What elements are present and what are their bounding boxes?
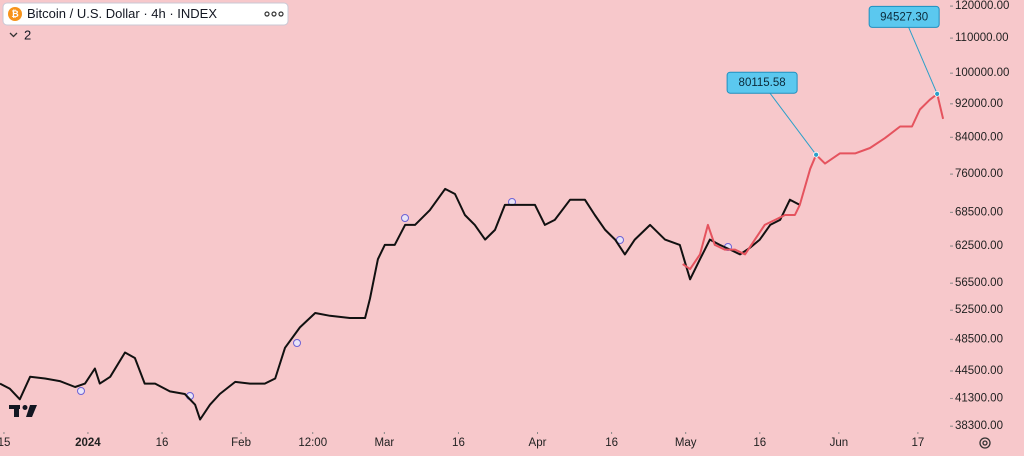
y-tick-label: 41300.00 (955, 392, 1003, 404)
y-tick-label: 56500.00 (955, 277, 1003, 289)
callout-label: 80115.58 (739, 77, 786, 89)
x-tick-label: 16 (156, 437, 169, 449)
tradingview-logo (9, 405, 37, 417)
y-tick-label: 62500.00 (955, 240, 1003, 252)
price-line (682, 93, 945, 271)
price-line (0, 187, 801, 421)
y-tick-label: 38300.00 (955, 420, 1003, 432)
x-tick-label: 16 (753, 437, 766, 449)
y-tick-label: 100000.00 (955, 67, 1009, 79)
bitcoin-icon (8, 7, 22, 21)
callout-label: 94527.30 (880, 11, 928, 23)
settings-icon[interactable] (979, 437, 991, 449)
event-markers (77, 198, 732, 400)
x-tick-label: Apr (529, 437, 547, 449)
x-tick-label: 16 (452, 437, 465, 449)
y-tick-label: 110000.00 (955, 32, 1009, 44)
y-tick-label: 76000.00 (955, 168, 1003, 180)
x-tick-label: May (675, 437, 697, 449)
x-tick-label: 12:00 (298, 437, 327, 449)
x-tick-label: 17 (911, 437, 924, 449)
chart-title: Bitcoin / U.S. Dollar · 4h · INDEX (27, 6, 217, 21)
more-button[interactable] (264, 11, 284, 17)
y-tick-label: 92000.00 (955, 98, 1003, 110)
x-tick-label: Feb (231, 437, 251, 449)
callout-line (761, 82, 817, 156)
bitcoin-glyph: ₿ (11, 9, 18, 19)
x-tick-label: 15 (0, 437, 10, 449)
y-tick-label: 84000.00 (955, 131, 1003, 143)
callout-box (726, 71, 798, 94)
y-tick-label: 48500.00 (955, 333, 1003, 345)
y-tick-label: 52500.00 (955, 304, 1003, 316)
x-tick-label: Mar (374, 437, 394, 449)
callout-point (813, 151, 820, 158)
x-tick-label: 2024 (75, 437, 101, 449)
indicator-count: 2 (24, 27, 31, 42)
legend-box (2, 2, 289, 26)
callout-box (868, 5, 940, 28)
x-tick-label: Jun (830, 437, 849, 449)
y-tick-label: 44500.00 (955, 365, 1003, 377)
callout-point (934, 90, 941, 97)
callout-line (903, 16, 938, 95)
y-tick-label: 120000.00 (955, 0, 1009, 12)
x-tick-label: 16 (605, 437, 618, 449)
collapse-toggle[interactable] (9, 32, 18, 38)
y-tick-label: 68500.00 (955, 206, 1003, 218)
